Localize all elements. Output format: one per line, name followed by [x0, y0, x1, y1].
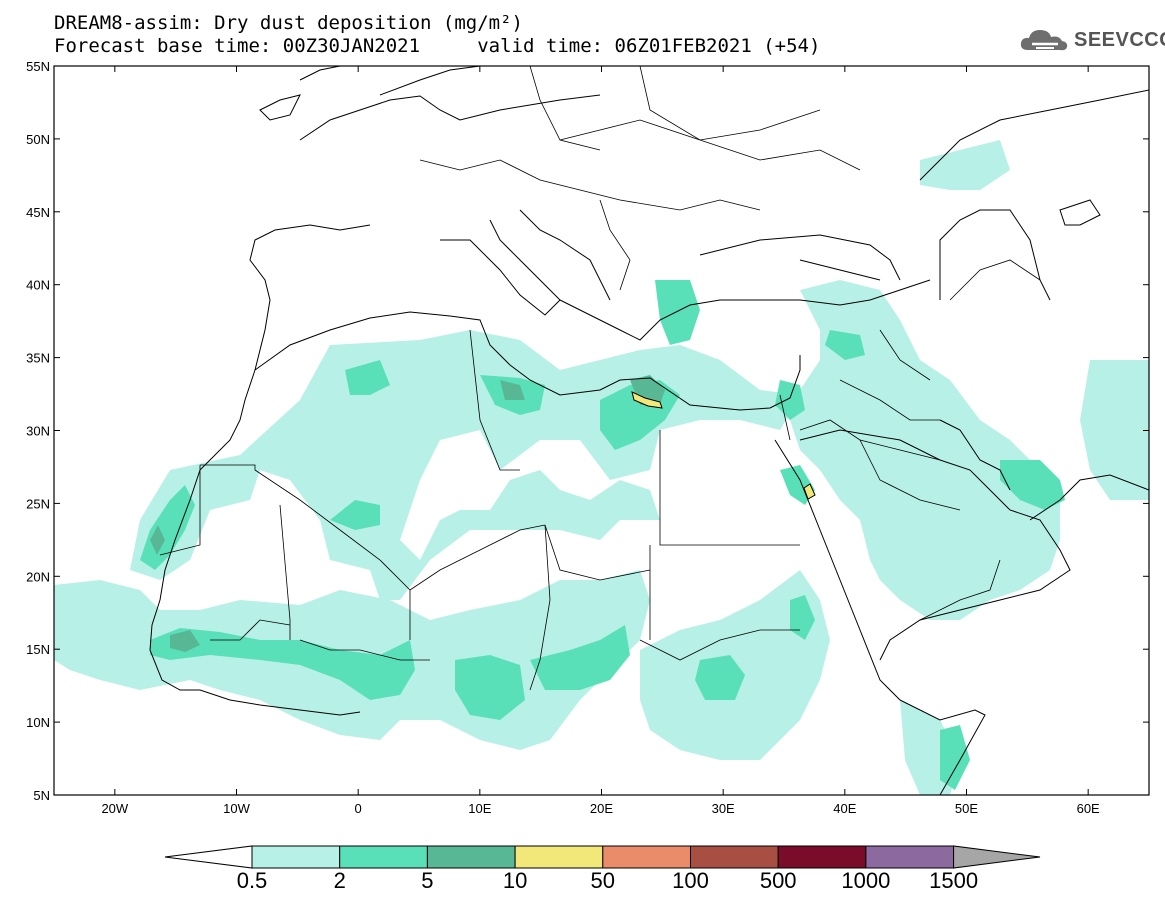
- colorbar: 0.5 2 5 10 50 100 500 1000 1500: [164, 845, 1041, 893]
- colorbar-swatch: [426, 845, 516, 869]
- colorbar-label: 5: [421, 868, 433, 893]
- lon-tick-label: 60E: [1077, 801, 1100, 816]
- lat-tick-label: 20N: [26, 569, 50, 584]
- colorbar-swatch: [251, 845, 341, 869]
- colorbar-swatch: [865, 845, 955, 869]
- colorbar-label: 500: [760, 868, 797, 893]
- colorbar-label: 100: [672, 868, 709, 893]
- seevccc-logo: SEEVCCC: [1018, 26, 1165, 54]
- lon-tick-label: 40E: [833, 801, 856, 816]
- colorbar-swatch: [602, 845, 691, 869]
- map-title: DREAM8-assim: Dry dust deposition (mg/m²…: [54, 12, 523, 34]
- colorbar-label: 10: [503, 868, 527, 893]
- colorbar-swatch: [777, 845, 867, 869]
- longitude-axis: 20W 10W 0 10E 20E 30E 40E 50E 60E: [101, 66, 1100, 816]
- colorbar-under-arrow: [164, 845, 253, 869]
- lon-tick-label: 10E: [468, 801, 491, 816]
- lon-tick-label: 50E: [955, 801, 978, 816]
- lat-tick-label: 55N: [26, 59, 50, 74]
- colorbar-swatch: [514, 845, 604, 869]
- latitude-axis: 5N 10N 15N 20N 25N 30N 35N 40N 45N 50N 55N: [26, 59, 1149, 803]
- colorbar-label: 0.5: [237, 868, 268, 893]
- coastlines: [149, 66, 1149, 795]
- lon-tick-label: 30E: [712, 801, 735, 816]
- colorbar-label: 2: [334, 868, 346, 893]
- lat-tick-label: 35N: [26, 351, 50, 366]
- logo-text: SEEVCCC: [1074, 28, 1165, 51]
- lon-tick-label: 20E: [590, 801, 613, 816]
- deposition-medium-areas: [140, 280, 1065, 790]
- lat-tick-label: 30N: [26, 424, 50, 439]
- lon-tick-label: 20W: [101, 801, 128, 816]
- lat-tick-label: 15N: [26, 642, 50, 657]
- colorbar-swatch: [339, 845, 428, 869]
- deposition-field: [54, 140, 1149, 795]
- lon-tick-label: 0: [355, 801, 362, 816]
- colorbar-label: 1500: [929, 868, 978, 893]
- lat-tick-label: 40N: [26, 278, 50, 293]
- lon-tick-label: 10W: [223, 801, 250, 816]
- colorbar-swatch: [690, 845, 779, 869]
- forecast-time-line: Forecast base time: 00Z30JAN2021 valid t…: [54, 35, 821, 57]
- deposition-light-areas: [54, 140, 1149, 795]
- lat-tick-label: 10N: [26, 715, 50, 730]
- colorbar-over-arrow: [953, 845, 1041, 869]
- lat-tick-label: 25N: [26, 496, 50, 511]
- lat-tick-label: 50N: [26, 132, 50, 147]
- country-borders: [159, 66, 1041, 691]
- lat-tick-label: 5N: [33, 788, 50, 803]
- colorbar-label: 1000: [841, 868, 890, 893]
- cloud-icon: [1020, 30, 1068, 51]
- lat-tick-label: 45N: [26, 205, 50, 220]
- colorbar-label: 50: [591, 868, 615, 893]
